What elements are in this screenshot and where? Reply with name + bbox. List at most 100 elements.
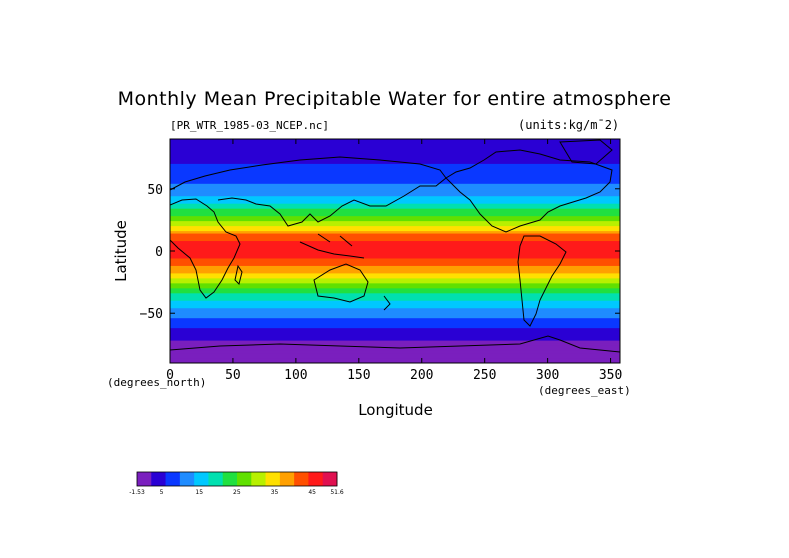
heatmap-band	[170, 270, 620, 274]
heatmap-band	[170, 335, 620, 339]
heatmap-band	[170, 350, 620, 354]
coastline-south-america	[517, 235, 567, 327]
heatmap-band	[170, 216, 620, 220]
colorbar-tick-label: 5	[160, 489, 164, 496]
heatmap-band	[170, 153, 620, 158]
heatmap-band	[170, 139, 620, 143]
x-tick-label: 300	[536, 368, 559, 383]
heatmap-band	[170, 273, 620, 277]
coastline-australia	[313, 263, 369, 303]
heatmap-band	[170, 355, 620, 359]
colorbar: -1.53 5 15 25 35 45 51.6	[129, 471, 344, 496]
colorbar-swatch	[165, 472, 181, 486]
heatmap-band	[170, 201, 620, 205]
heatmap-band	[170, 255, 620, 260]
colorbar-swatch	[308, 472, 324, 486]
colorbar-tick-label: 15	[195, 489, 203, 496]
heatmap-band	[170, 243, 620, 247]
heatmap-band	[170, 333, 620, 337]
heatmap-band	[170, 343, 620, 347]
heatmap-band	[170, 318, 620, 322]
chart-title: Monthly Mean Precipitable Water for enti…	[117, 88, 672, 110]
y-tick-label: 50	[147, 183, 163, 198]
heatmap-band	[170, 143, 620, 148]
coastline-indonesia	[299, 233, 365, 259]
colorbar-tick-label: 35	[271, 489, 279, 496]
x-tick-label: 350	[599, 368, 622, 383]
heatmap-band	[170, 360, 620, 363]
heatmap-band	[170, 178, 620, 182]
heatmap-band	[170, 275, 620, 279]
heatmap-band	[170, 141, 620, 145]
heatmap-band	[170, 166, 620, 170]
heatmap-band	[170, 161, 620, 165]
heatmap-band	[170, 265, 620, 270]
heatmap-band	[170, 300, 620, 304]
heatmap-band	[170, 323, 620, 327]
heatmap-band	[170, 310, 620, 314]
heatmap-band	[170, 236, 620, 240]
colorbar-swatch	[208, 472, 224, 486]
x-axis-unit: (degrees_east)	[538, 384, 631, 397]
colorbar-swatch	[322, 472, 338, 486]
heatmap-band	[170, 238, 620, 242]
coastline-eurasia	[170, 156, 447, 227]
heatmap-band	[170, 211, 620, 215]
x-tick-label: 200	[410, 368, 433, 383]
colorbar-swatch	[151, 472, 166, 486]
heatmap-band	[170, 303, 620, 307]
colorbar-swatch	[222, 472, 238, 486]
heatmap-band	[170, 206, 620, 210]
heatmap-band	[170, 246, 620, 250]
heatmap-band	[170, 148, 620, 153]
colorbar-swatch	[137, 472, 152, 486]
heatmap-band	[170, 191, 620, 195]
colorbar-swatch	[294, 472, 309, 486]
heatmap-band	[170, 285, 620, 289]
heatmap-band	[170, 218, 620, 222]
heatmap-band	[170, 308, 620, 312]
colorbar-tick-label: 45	[308, 489, 316, 496]
x-tick-label: 50	[225, 368, 241, 383]
heatmap-band	[170, 268, 620, 272]
heatmap-band	[170, 241, 620, 245]
coastline-north-america	[445, 149, 613, 233]
heatmap-band	[170, 260, 620, 265]
source-file-label: [PR_WTR_1985-03_NCEP.nc]	[170, 119, 329, 132]
colorbar-tick-label: 25	[233, 489, 241, 496]
heatmap-band	[170, 325, 620, 329]
heatmap-band	[170, 146, 620, 150]
heatmap-band	[170, 196, 620, 200]
heatmap-band	[170, 313, 620, 317]
y-tick-label: −50	[140, 307, 163, 322]
heatmap-band	[170, 163, 620, 167]
colorbar-swatch	[265, 472, 281, 486]
x-tick-label: 0	[166, 368, 174, 383]
coastline-antarctica	[170, 335, 620, 353]
heatmap-band	[170, 293, 620, 297]
heatmap-band	[170, 213, 620, 217]
heatmap-band	[170, 188, 620, 192]
x-tick-label: 250	[473, 368, 496, 383]
heatmap-band	[170, 348, 620, 352]
heatmap-band	[170, 295, 620, 299]
colorbar-swatch	[179, 472, 195, 486]
y-axis-unit: (degrees_north)	[107, 376, 207, 389]
heatmap-band	[170, 328, 620, 332]
heatmap-band	[170, 223, 620, 227]
heatmap-band	[170, 263, 620, 267]
x-axis-ticks: 0 50 100 150 200 250 300 350	[166, 139, 622, 383]
heatmap-band	[170, 208, 620, 212]
x-tick-label: 100	[284, 368, 307, 383]
colorbar-frame	[136, 471, 338, 487]
heatmap-band	[170, 186, 620, 190]
heatmap-band	[170, 288, 620, 292]
heatmap-band	[170, 233, 620, 237]
heatmap-field	[170, 139, 620, 363]
colorbar-tick-label: -1.53	[129, 489, 145, 496]
heatmap-band	[170, 283, 620, 287]
heatmap-band	[170, 221, 620, 225]
heatmap-band	[170, 258, 620, 262]
heatmap-band	[170, 290, 620, 294]
heatmap-band	[170, 183, 620, 187]
